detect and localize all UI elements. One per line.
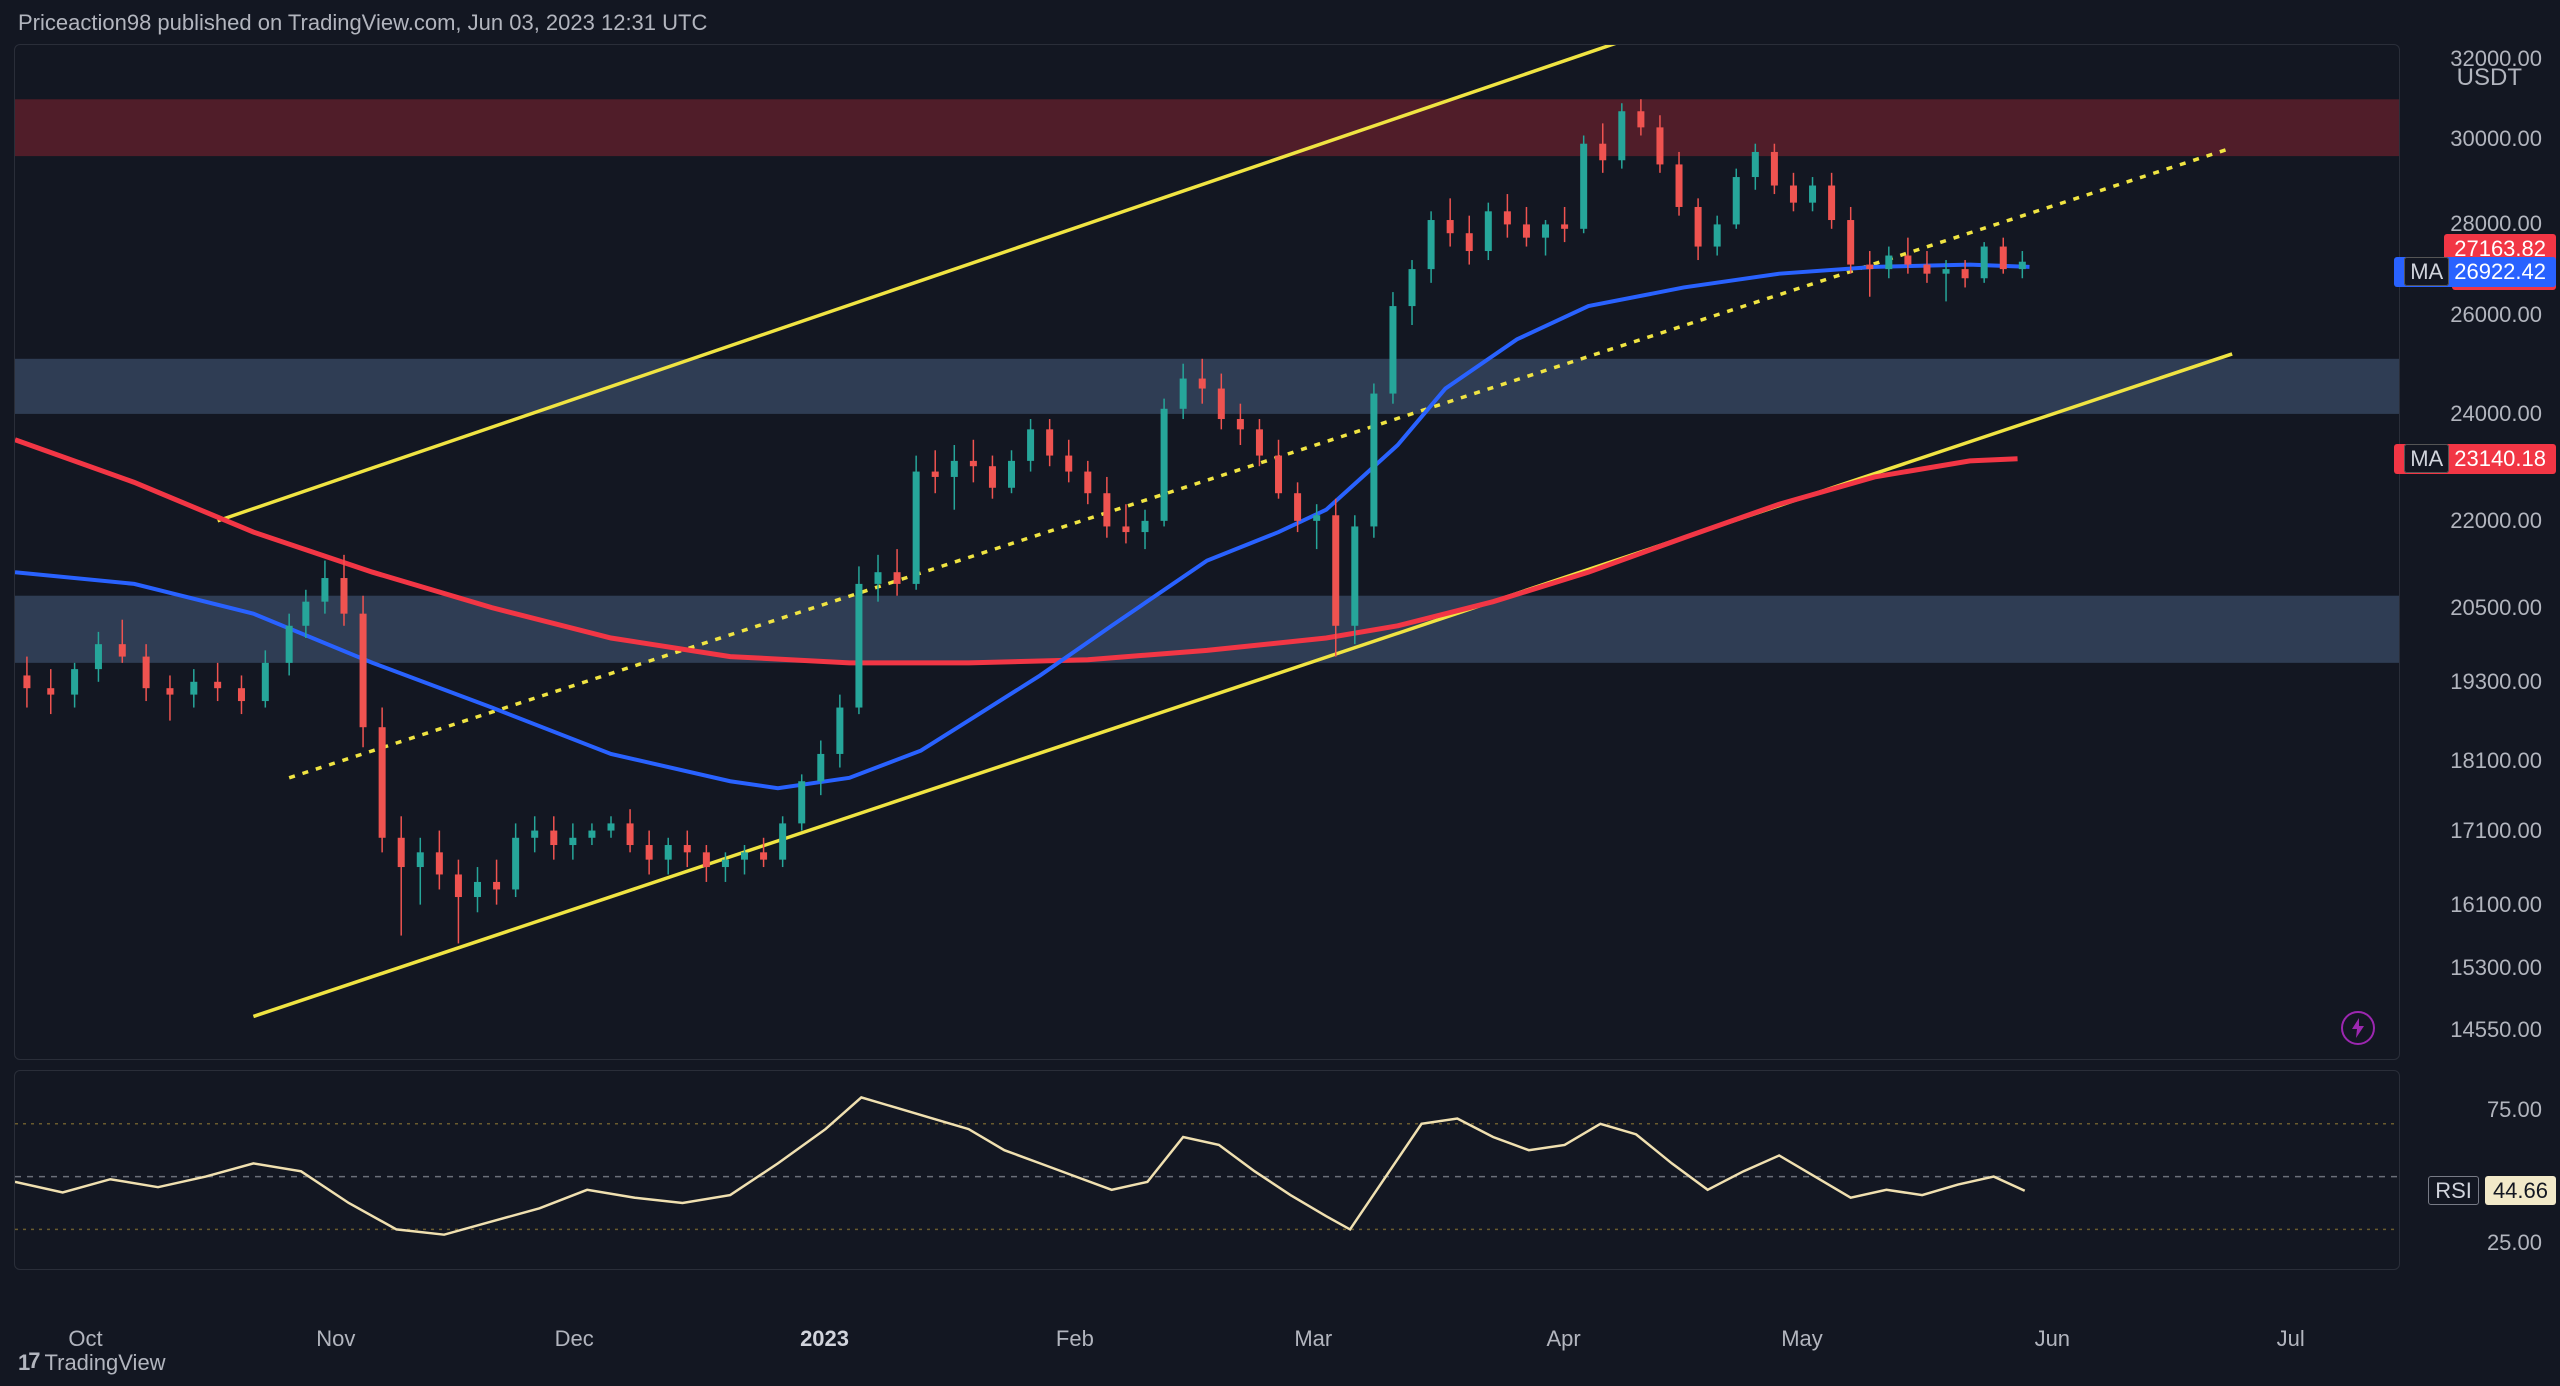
time-x-tick: Jun [2035, 1326, 2070, 1352]
tradingview-watermark: 17 TradingView [18, 1350, 166, 1376]
tradingview-logo-icon: 17 [18, 1350, 39, 1376]
price-axis-label: MA23140.18 [2394, 444, 2556, 474]
publish-header: Priceaction98 published on TradingView.c… [18, 10, 707, 36]
price-y-tick: 26000.00 [2450, 302, 2542, 328]
time-x-tick: Feb [1056, 1326, 1094, 1352]
price-y-tick: 30000.00 [2450, 126, 2542, 152]
price-y-tick: 18100.00 [2450, 748, 2542, 774]
time-x-tick: Mar [1294, 1326, 1332, 1352]
rsi-pane[interactable] [14, 1070, 2400, 1270]
price-y-tick: 15300.00 [2450, 955, 2542, 981]
price-y-tick: 28000.00 [2450, 211, 2542, 237]
price-chart-svg [15, 45, 2399, 1059]
time-x-tick: Nov [316, 1326, 355, 1352]
price-y-tick: 16100.00 [2450, 892, 2542, 918]
price-pane[interactable] [14, 44, 2400, 1060]
price-y-tick: 24000.00 [2450, 401, 2542, 427]
price-y-tick: 14550.00 [2450, 1017, 2542, 1043]
price-y-tick: 22000.00 [2450, 508, 2542, 534]
time-x-tick: Jul [2277, 1326, 2305, 1352]
price-y-tick: 32000.00 [2450, 46, 2542, 72]
price-y-tick: 17100.00 [2450, 818, 2542, 844]
price-y-tick: 20500.00 [2450, 595, 2542, 621]
rsi-chart-svg [15, 1071, 2399, 1269]
time-x-tick: 2023 [800, 1326, 849, 1352]
rsi-y-tick: 75.00 [2487, 1097, 2542, 1123]
time-x-tick: Oct [68, 1326, 102, 1352]
rsi-y-axis[interactable]: 75.00 25.00 RSI44.66 [2400, 1070, 2560, 1270]
price-y-axis[interactable]: USDT 32000.0030000.0028000.0026000.00240… [2400, 44, 2560, 1060]
rsi-value-label: RSI44.66 [2428, 1178, 2556, 1204]
time-x-tick: May [1781, 1326, 1823, 1352]
price-y-tick: 19300.00 [2450, 669, 2542, 695]
time-x-tick: Apr [1546, 1326, 1580, 1352]
time-x-tick: Dec [555, 1326, 594, 1352]
rsi-y-tick: 25.00 [2487, 1230, 2542, 1256]
price-axis-label: MA26922.42 [2394, 257, 2556, 287]
chart-area[interactable] [14, 44, 2400, 1316]
time-x-axis[interactable]: Oct Nov Dec 2023 Feb Mar Apr May Jun Jul [14, 1326, 2400, 1366]
lightning-icon[interactable] [2341, 1011, 2375, 1045]
